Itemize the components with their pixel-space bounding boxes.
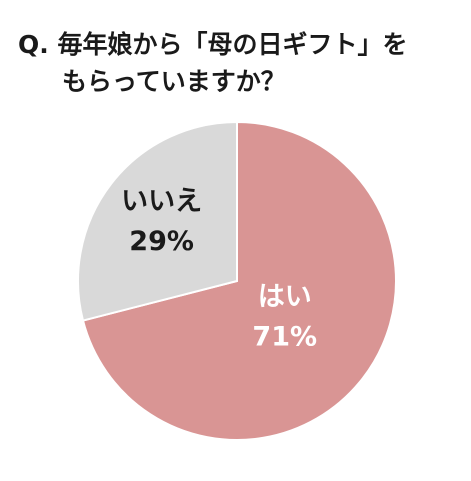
pie-slice xyxy=(81,120,397,441)
slice-category-label: はい xyxy=(258,282,312,313)
chart-title: もらっていますか？ xyxy=(62,67,286,96)
slice-value-label: 29% xyxy=(129,226,194,257)
slice-category-label: いいえ xyxy=(121,186,202,217)
chart-title: Q. 毎年娘から「母の日ギフト」を xyxy=(18,30,407,59)
pie-slice xyxy=(77,120,238,322)
slice-value-label: 71% xyxy=(252,322,317,353)
